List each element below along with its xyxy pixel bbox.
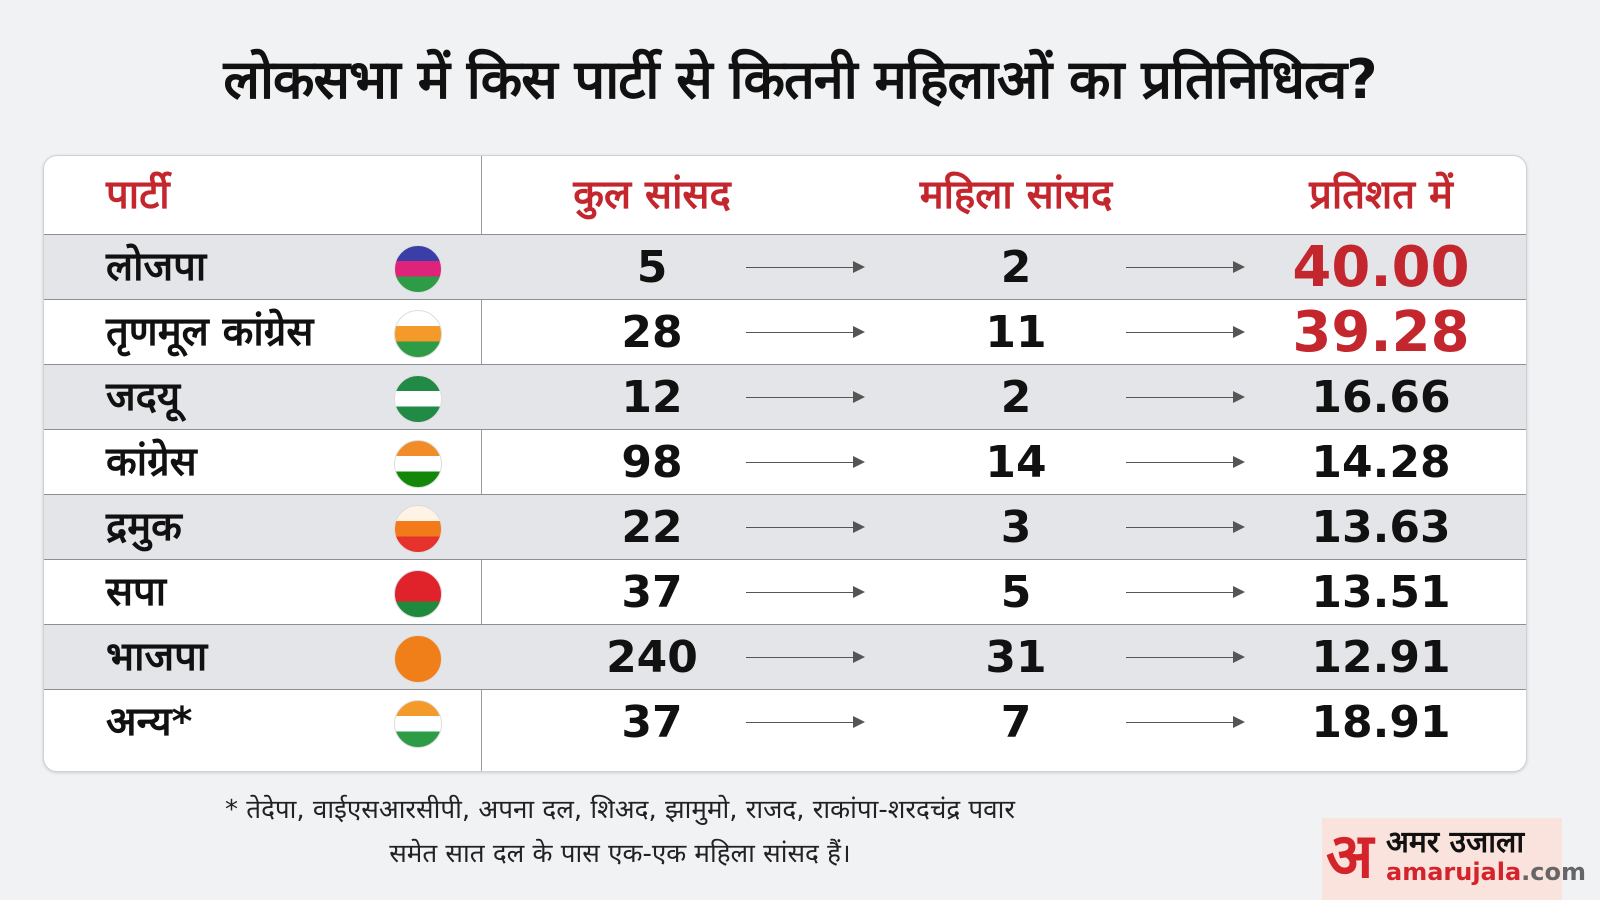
arrow-icon	[1126, 586, 1245, 598]
women-percent: 40.00	[1292, 235, 1470, 300]
party-name: अन्य*	[106, 699, 193, 745]
bjp-lotus-icon	[394, 635, 442, 683]
amarujala-logo: अ अमर उजाला amarujala.com	[1322, 818, 1586, 900]
party-name: लोजपा	[106, 244, 207, 290]
women-mps: 7	[1000, 697, 1032, 748]
women-percent: 13.63	[1311, 502, 1451, 553]
arrow-icon	[746, 521, 865, 533]
table-row: भाजपा 240 31 12.91	[44, 624, 1526, 690]
arrow-icon	[746, 456, 865, 468]
footnote-line-2: समेत सात दल के पास एक-एक महिला सांसद हैं…	[389, 839, 851, 869]
women-mps: 5	[1000, 567, 1032, 618]
brand-domain: amarujala.com	[1386, 858, 1586, 886]
header-women: महिला सांसद	[919, 172, 1113, 218]
women-percent: 18.91	[1311, 697, 1451, 748]
arrow-icon	[1126, 391, 1245, 403]
arrow-icon	[746, 716, 865, 728]
total-mps: 22	[621, 502, 683, 553]
party-table: पार्टी कुल सांसद महिला सांसद प्रतिशत में…	[43, 155, 1527, 772]
tmc-flowers-icon	[394, 310, 442, 358]
column-divider	[481, 156, 482, 771]
party-name: सपा	[106, 569, 167, 615]
arrow-icon	[746, 651, 865, 663]
total-mps: 98	[621, 437, 683, 488]
women-mps: 3	[1000, 502, 1032, 553]
women-percent: 16.66	[1311, 372, 1451, 423]
women-mps: 2	[1000, 372, 1032, 423]
brand-name: अमर उजाला	[1386, 825, 1525, 860]
total-mps: 5	[636, 242, 668, 293]
table-row: अन्य* 37 7 18.91	[44, 689, 1526, 755]
party-name: तृणमूल कांग्रेस	[106, 309, 314, 355]
party-name: द्रमुक	[106, 504, 182, 550]
women-mps: 31	[985, 632, 1047, 683]
party-name: जदयू	[106, 374, 181, 420]
arrow-icon	[746, 391, 865, 403]
ncp-clock-icon	[394, 700, 442, 748]
congress-hand-icon	[394, 440, 442, 488]
header-party: पार्टी	[106, 172, 170, 218]
arrow-icon	[1126, 261, 1245, 273]
total-mps: 37	[621, 697, 683, 748]
ljp-hand-icon	[394, 245, 442, 293]
page-title: लोकसभा में किस पार्टी से कितनी महिलाओं क…	[223, 48, 1377, 111]
arrow-icon	[1126, 326, 1245, 338]
party-name: कांग्रेस	[106, 439, 197, 485]
table-row: लोजपा 5 2 40.00	[44, 234, 1526, 300]
women-mps: 2	[1000, 242, 1032, 293]
table-row: कांग्रेस 98 14 14.28	[44, 429, 1526, 495]
arrow-icon	[1126, 456, 1245, 468]
jdu-arrow-icon	[394, 375, 442, 423]
women-mps: 14	[985, 437, 1047, 488]
arrow-icon	[1126, 651, 1245, 663]
arrow-icon	[1126, 716, 1245, 728]
dmk-sun-icon	[394, 505, 442, 553]
women-percent: 13.51	[1311, 567, 1451, 618]
total-mps: 37	[621, 567, 683, 618]
women-mps: 11	[985, 307, 1047, 358]
table-row: सपा 37 5 13.51	[44, 559, 1526, 625]
brand-tld: .com	[1521, 858, 1587, 886]
party-name: भाजपा	[106, 634, 208, 680]
total-mps: 240	[606, 632, 698, 683]
table-row: तृणमूल कांग्रेस 28 11 39.28	[44, 299, 1526, 365]
total-mps: 28	[621, 307, 683, 358]
arrow-icon	[746, 326, 865, 338]
footnote-line-1: * तेदेपा, वाईएसआरसीपी, अपना दल, शिअद, झा…	[224, 795, 1015, 825]
header-total: कुल सांसद	[573, 172, 731, 218]
header-percent: प्रतिशत में	[1309, 172, 1453, 218]
women-percent: 39.28	[1292, 300, 1470, 365]
women-percent: 12.91	[1311, 632, 1451, 683]
women-percent: 14.28	[1311, 437, 1451, 488]
brand-mark: अ	[1326, 819, 1374, 892]
arrow-icon	[1126, 521, 1245, 533]
total-mps: 12	[621, 372, 683, 423]
table-row: जदयू 12 2 16.66	[44, 364, 1526, 430]
sp-cycle-icon	[394, 570, 442, 618]
brand-domain-name: amarujala	[1386, 858, 1522, 886]
arrow-icon	[746, 261, 865, 273]
table-row: द्रमुक 22 3 13.63	[44, 494, 1526, 560]
arrow-icon	[746, 586, 865, 598]
